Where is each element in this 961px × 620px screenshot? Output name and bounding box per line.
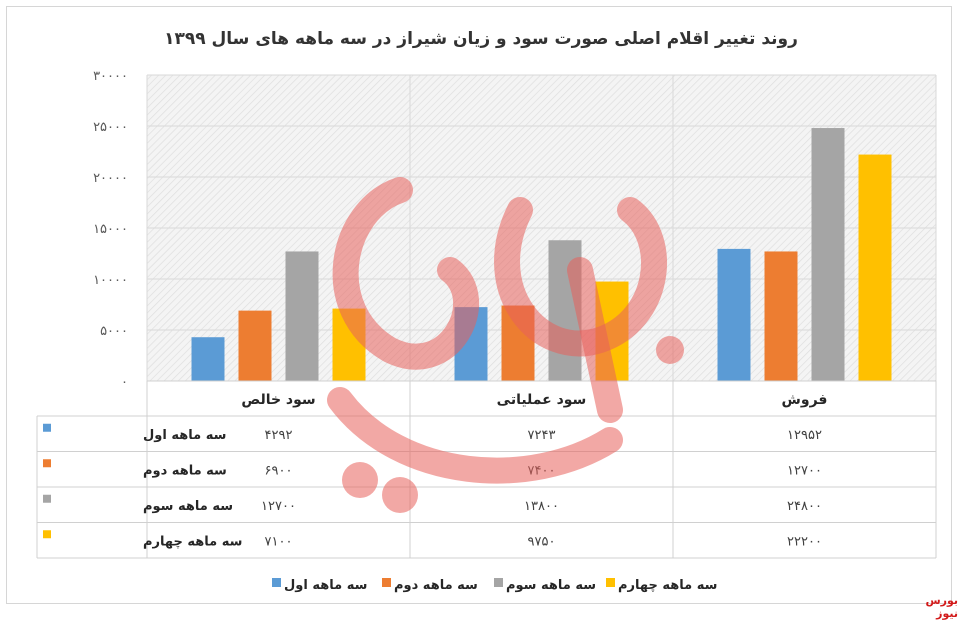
bar [595,281,629,381]
data-label: ۷۱۰۰ [265,534,293,549]
data-label: ۱۲۷۰۰ [787,463,822,478]
table-series-name: سه ماهه اول [143,428,226,443]
y-tick-label: ۲۵۰۰۰ [93,120,128,135]
data-label: ۴۲۹۲ [265,428,293,443]
table-series-key [43,459,51,468]
y-tick-label: ۰ [121,375,128,390]
y-tick-label: ۲۰۰۰۰ [93,171,128,186]
table-series-name: سه ماهه سوم [143,499,233,514]
data-label: ۷۴۰۰ [528,463,556,478]
legend-label: سه ماهه سوم [506,578,596,593]
data-label: ۱۲۷۰۰ [261,499,296,514]
data-label: ۱۲۹۵۲ [787,428,822,443]
bar [501,305,535,381]
legend-item: سه ماهه اول [272,578,367,593]
bar [811,128,845,381]
data-table: فروش سود عملیاتی سود خالص سه ماهه اول ۱۲۹۵۲ ۷… [36,380,937,559]
bar [717,248,751,381]
data-label: ۷۲۴۳ [528,428,556,443]
data-label: ۱۳۸۰۰ [524,499,559,514]
bar [238,310,272,381]
legend-swatch [606,578,615,587]
legend-label: سه ماهه چهارم [618,578,717,593]
table-series-key [43,423,51,432]
legend-swatch [382,578,391,587]
table-series-key [43,530,51,539]
bar [764,251,798,381]
bar [285,251,319,381]
legend-label: سه ماهه اول [284,578,367,593]
x-tick-label: سود عملیاتی [497,392,587,408]
legend: سه ماهه اول سه ماهه دوم سه ماهه سوم سه ماهه… [272,578,717,593]
legend-swatch [494,578,503,587]
table-series-name: سه ماهه چهارم [143,534,242,549]
legend-item: سه ماهه سوم [494,578,596,593]
table-series-name: سه ماهه دوم [143,463,227,478]
x-tick-label: فروش [782,392,828,408]
bar [548,240,582,381]
bar [332,308,366,381]
legend-label: سه ماهه دوم [394,578,478,593]
y-tick-label: ۱۵۰۰۰ [93,222,128,237]
watermark-text: بورس نیوز [925,594,958,620]
x-tick-label: سود خالص [241,392,315,408]
y-tick-label: ۳۰۰۰۰ [93,69,128,84]
y-tick-label: ۱۰۰۰۰ [93,273,128,288]
bar [191,337,225,381]
table-series-key [43,494,51,503]
y-tick-label: ۵۰۰۰ [100,324,128,339]
data-label: ۲۴۸۰۰ [787,499,822,514]
legend-item: سه ماهه دوم [382,578,478,593]
bar [454,307,488,381]
data-label: ۶۹۰۰ [265,463,293,478]
legend-swatch [272,578,281,587]
chart-title: روند تغییر اقلام اصلی صورت سود و زیان شی… [164,29,798,49]
legend-item: سه ماهه چهارم [606,578,717,593]
data-label: ۹۷۵۰ [528,534,556,549]
bar [858,154,892,381]
data-label: ۲۲۲۰۰ [787,534,822,549]
y-axis: ۰ ۵۰۰۰ ۱۰۰۰۰ ۱۵۰۰۰ ۲۰۰۰۰ ۲۵۰۰۰ ۳۰۰۰۰ [93,69,128,390]
